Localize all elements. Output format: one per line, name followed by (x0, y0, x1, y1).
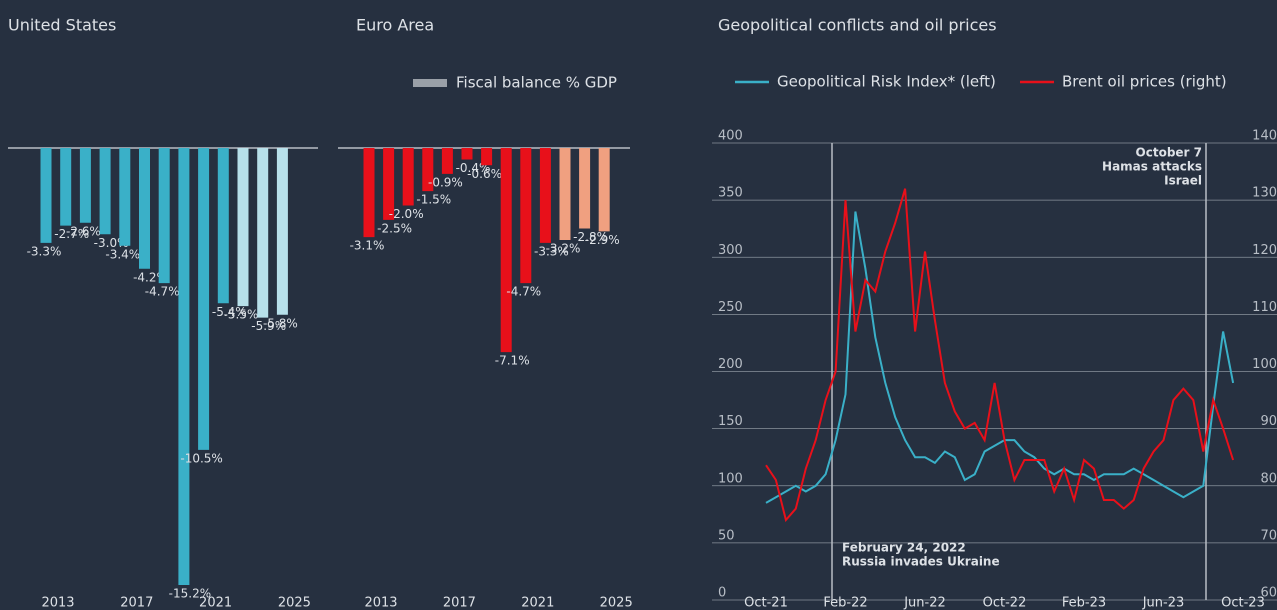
value-label: -3.3% (534, 244, 569, 258)
bar (237, 148, 249, 307)
value-label: -15.2% (169, 587, 211, 601)
bar (79, 148, 91, 223)
y2-tick-label: 60 (1260, 586, 1277, 601)
bar (276, 148, 288, 315)
value-label: -5.8% (263, 316, 298, 330)
value-label: -0.9% (428, 175, 463, 189)
x-tick-label: Feb-22 (823, 596, 867, 610)
bar (178, 148, 190, 585)
value-label: -2.9% (585, 233, 620, 247)
bar (99, 148, 111, 235)
bar (363, 148, 375, 238)
annotation: October 7 (1136, 146, 1202, 160)
y-tick-label: 250 (718, 300, 743, 315)
value-label: -5.4% (212, 305, 247, 319)
value-label: -5.9% (251, 319, 286, 333)
value-label: -1.5% (416, 193, 451, 207)
bar (579, 148, 591, 229)
annotation: Russia invades Ukraine (842, 555, 1000, 569)
value-label: -0.6% (467, 167, 502, 181)
bar (481, 148, 493, 166)
value-label: -4.7% (506, 285, 541, 299)
annotation: Hamas attacks (1102, 160, 1202, 174)
bar (60, 148, 72, 226)
value-label: -2.5% (377, 221, 412, 235)
bar (139, 148, 150, 269)
y-tick-label: 50 (718, 528, 735, 543)
y2-tick-label: 140 (1252, 129, 1277, 144)
x-tick-label: Oct-21 (744, 596, 788, 610)
legend-label: Brent oil prices (right) (1062, 73, 1227, 91)
value-label: -3.4% (105, 247, 140, 261)
bar (539, 148, 551, 243)
y-tick-label: 200 (718, 357, 743, 372)
legend-swatch (413, 79, 447, 87)
y2-tick-label: 110 (1252, 300, 1277, 315)
y-tick-label: 300 (718, 243, 743, 258)
y2-tick-label: 100 (1252, 357, 1277, 372)
x-tick-label: 2017 (443, 596, 476, 610)
y-tick-label: 150 (718, 414, 743, 429)
y-tick-label: 0 (718, 586, 726, 601)
bar (402, 148, 414, 206)
value-label: -2.0% (389, 207, 424, 221)
x-tick-label: Oct-22 (983, 596, 1027, 610)
value-label: -2.6% (66, 224, 101, 238)
x-tick-label: Jun-23 (1142, 596, 1185, 610)
x-tick-label: 2021 (199, 596, 232, 610)
y-tick-label: 350 (718, 186, 743, 201)
value-label: -3.1% (350, 239, 385, 253)
bar (383, 148, 395, 220)
value-label: -2.8% (573, 230, 608, 244)
bar (422, 148, 434, 192)
y2-tick-label: 120 (1252, 243, 1277, 258)
bar (520, 148, 532, 284)
bar (559, 148, 571, 240)
bar (119, 148, 131, 246)
value-label: -3.2% (546, 242, 581, 256)
bar (441, 148, 453, 174)
x-tick-label: 2025 (600, 596, 633, 610)
line (765, 211, 1235, 504)
x-tick-label: 2013 (41, 596, 74, 610)
x-tick-label: Jun-22 (903, 596, 946, 610)
value-label: -7.1% (495, 354, 530, 368)
legend-label: Fiscal balance % GDP (456, 74, 617, 92)
bar (40, 148, 52, 243)
chart-title: United States (8, 16, 116, 35)
y-tick-label: 400 (718, 129, 743, 144)
value-label: -2.7% (54, 227, 89, 241)
annotation: February 24, 2022 (842, 541, 966, 555)
y2-tick-label: 130 (1252, 186, 1277, 201)
bar (158, 148, 170, 284)
x-tick-label: Feb-23 (1062, 596, 1106, 610)
x-tick-label: Oct-23 (1221, 596, 1265, 610)
bar (217, 148, 229, 304)
y2-tick-label: 90 (1260, 414, 1277, 429)
y-tick-label: 100 (718, 471, 743, 486)
value-label: -10.5% (180, 451, 222, 465)
bar (198, 148, 210, 450)
legend-label: Geopolitical Risk Index* (left) (777, 73, 996, 91)
x-tick-label: 2013 (364, 596, 397, 610)
bar (461, 148, 473, 160)
bar (598, 148, 610, 232)
value-label: -3.3% (27, 244, 62, 258)
x-tick-label: 2017 (120, 596, 153, 610)
line (765, 188, 1235, 523)
bar (257, 148, 269, 318)
chart-title: Geopolitical conflicts and oil prices (718, 16, 997, 35)
y2-tick-label: 80 (1260, 471, 1277, 486)
value-label: -4.7% (145, 285, 180, 299)
x-tick-label: 2021 (521, 596, 554, 610)
chart-title: Euro Area (356, 16, 434, 35)
y2-tick-label: 70 (1260, 528, 1277, 543)
annotation: Israel (1164, 174, 1202, 188)
value-label: -5.5% (224, 308, 259, 322)
bar (500, 148, 512, 353)
x-tick-label: 2025 (278, 596, 311, 610)
